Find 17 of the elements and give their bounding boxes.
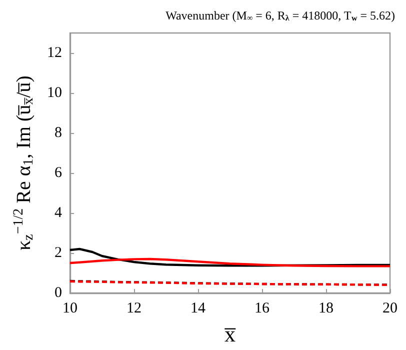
y-axis-title: κz−1/2 Re α1, Im (u̅x̅/u̅) [12, 76, 36, 250]
x-tick-label: 20 [382, 300, 398, 316]
y-tick-label: 6 [54, 165, 62, 181]
x-tick-label: 12 [126, 300, 142, 316]
x-tick-label: 18 [318, 300, 334, 316]
y-tick-label: 0 [54, 285, 62, 301]
chart-title: Wavenumber (M∞ = 6, Rλ = 418000, Tw = 5.62) [166, 8, 396, 22]
y-tick-label: 8 [54, 125, 62, 141]
y-tick-label: 4 [54, 205, 62, 221]
x-tick-label: 16 [254, 300, 270, 316]
x-axis-title: x̅ [224, 322, 236, 346]
x-tick-label: 14 [190, 300, 206, 316]
line-series [68, 258, 392, 268]
y-tick-label: 2 [54, 245, 62, 261]
y-tick-label: 10 [47, 85, 62, 101]
line-series [68, 248, 392, 267]
y-tick-label: 12 [47, 45, 62, 61]
